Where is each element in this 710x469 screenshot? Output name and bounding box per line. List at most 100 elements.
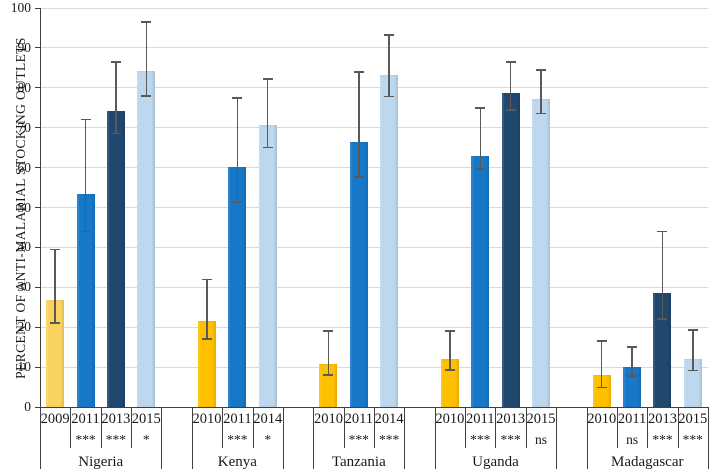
error-bar-line xyxy=(206,279,208,340)
gridline xyxy=(40,246,708,248)
year-cell-separator xyxy=(222,407,224,448)
error-bar-line xyxy=(600,340,603,388)
bar-kenya-2014 xyxy=(258,124,277,407)
group-boundary-line xyxy=(313,407,315,469)
y-axis-tick xyxy=(35,326,40,328)
y-axis-tick xyxy=(35,286,40,288)
y-tick-label: 80 xyxy=(17,79,32,95)
error-bar-cap-bottom xyxy=(505,109,516,111)
error-bar-cap-top xyxy=(505,61,516,63)
error-bar-cap-top xyxy=(141,21,152,23)
significance-label: * xyxy=(142,432,150,447)
gridline xyxy=(40,326,708,328)
group-boundary-line xyxy=(556,407,558,469)
y-axis-tick xyxy=(35,246,40,248)
y-tick-label: 70 xyxy=(17,119,32,135)
x-group-label: Tanzania xyxy=(331,454,386,469)
x-tick-year-label: 2011 xyxy=(344,411,374,427)
y-axis-tick xyxy=(35,167,40,169)
error-bar-cap-bottom xyxy=(596,386,607,389)
x-tick-year-label: 2013 xyxy=(647,411,677,427)
group-boundary-line xyxy=(404,407,406,469)
group-boundary-line xyxy=(708,407,709,469)
error-bar-cap-top xyxy=(50,248,61,251)
gridline xyxy=(40,47,708,49)
error-bar-cap-top xyxy=(323,330,334,332)
error-bar-cap-bottom xyxy=(353,176,364,178)
x-tick-year-label: 2013 xyxy=(496,411,526,427)
bar-kenya-2010 xyxy=(198,321,216,407)
error-bar-cap-bottom xyxy=(475,168,486,170)
error-bar-line xyxy=(358,71,360,177)
significance-label: *** xyxy=(75,432,96,447)
y-tick-label: 0 xyxy=(24,399,31,414)
year-cell-separator xyxy=(677,407,679,448)
y-axis-tick xyxy=(35,406,40,408)
error-bar-line xyxy=(115,61,117,134)
significance-label: ns xyxy=(534,432,547,447)
error-bar-cap-bottom xyxy=(536,112,546,115)
y-axis-tick xyxy=(35,87,40,89)
error-bar-cap-top xyxy=(596,340,607,342)
x-tick-year-label: 2015 xyxy=(526,411,556,427)
x-group-label: Nigeria xyxy=(78,454,124,469)
gridline xyxy=(40,87,708,89)
bar-uganda-2010 xyxy=(440,359,459,407)
error-bar-cap-top xyxy=(202,278,212,281)
group-boundary-line xyxy=(282,407,284,469)
bar-nigeria-2011 xyxy=(76,194,95,407)
error-bar-cap-bottom xyxy=(50,322,61,324)
significance-label: *** xyxy=(500,432,521,447)
error-bar-cap-bottom xyxy=(627,375,638,377)
significance-label: ns xyxy=(626,432,639,447)
error-bar-line xyxy=(327,331,330,376)
error-bar-line xyxy=(84,119,87,232)
error-bar-cap-top xyxy=(262,78,273,80)
y-tick-label: 20 xyxy=(17,319,32,335)
gridline xyxy=(40,207,708,208)
group-boundary-line xyxy=(586,407,588,469)
error-bar-cap-bottom xyxy=(262,146,273,149)
gridline xyxy=(40,366,708,368)
group-boundary-line xyxy=(191,407,193,469)
year-cell-separator xyxy=(465,407,467,448)
year-cell-separator xyxy=(131,407,133,448)
error-bar-line xyxy=(479,107,482,170)
y-tick-label: 100 xyxy=(10,0,31,15)
error-bar-cap-bottom xyxy=(232,201,243,204)
significance-label: *** xyxy=(227,432,248,447)
error-bar-cap-top xyxy=(657,230,668,233)
y-tick-label: 30 xyxy=(17,279,32,295)
x-tick-year-label: 2010 xyxy=(313,411,343,427)
x-tick-year-label: 2015 xyxy=(131,411,161,427)
significance-label: *** xyxy=(105,432,127,447)
bar-nigeria-2009 xyxy=(46,300,65,407)
error-bar-line xyxy=(540,69,542,114)
bar-madagascar-2013 xyxy=(653,292,672,407)
significance-label: *** xyxy=(348,432,369,447)
error-bar-line xyxy=(145,21,148,96)
significance-label: *** xyxy=(682,432,703,447)
error-bar-cap-top xyxy=(232,97,243,99)
year-cell-separator xyxy=(343,407,345,448)
bar-tanzania-2014 xyxy=(380,75,399,407)
year-cell-separator xyxy=(100,407,102,448)
x-tick-year-label: 2010 xyxy=(435,411,465,427)
x-tick-year-label: 2010 xyxy=(192,411,222,427)
year-cell-separator xyxy=(70,407,72,448)
error-bar-cap-bottom xyxy=(384,95,395,98)
year-cell-separator xyxy=(495,407,497,448)
x-group-label: Madagascar xyxy=(611,454,684,469)
error-bar-line xyxy=(661,231,664,320)
y-tick-label: 50 xyxy=(17,199,32,215)
error-bar-cap-top xyxy=(444,330,455,332)
error-bar-cap-bottom xyxy=(323,374,334,376)
year-cell-separator xyxy=(252,407,254,448)
x-group-label: Kenya xyxy=(217,454,257,469)
error-bar-line xyxy=(692,329,694,371)
error-bar-cap-bottom xyxy=(141,95,152,97)
y-axis-tick xyxy=(35,7,40,9)
bar-tanzania-2011 xyxy=(349,141,368,407)
year-cell-separator xyxy=(374,407,375,448)
